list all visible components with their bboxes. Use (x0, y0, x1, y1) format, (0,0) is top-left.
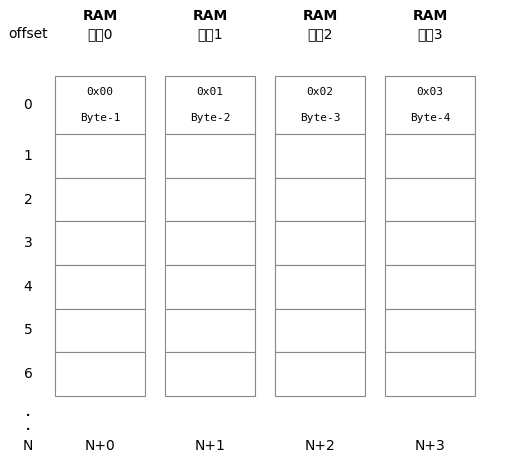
Text: 3: 3 (23, 236, 32, 250)
Bar (55, 221, 145, 265)
Text: Byte-2: Byte-2 (189, 113, 230, 123)
Text: RAM: RAM (302, 9, 337, 23)
Bar (165, 221, 254, 265)
Text: 0: 0 (23, 98, 32, 112)
Bar (165, 178, 254, 221)
Text: 6: 6 (23, 367, 33, 381)
Bar (165, 352, 254, 396)
Bar (55, 352, 145, 396)
Text: N+3: N+3 (414, 439, 444, 453)
Bar (274, 308, 364, 352)
Text: 4: 4 (23, 280, 32, 294)
Text: RAM: RAM (82, 9, 118, 23)
Bar (55, 265, 145, 308)
Text: 0x01: 0x01 (196, 87, 223, 97)
Text: 芯片3: 芯片3 (416, 27, 442, 41)
Bar (274, 221, 364, 265)
Text: 0x00: 0x00 (87, 87, 114, 97)
Bar (165, 265, 254, 308)
Text: 5: 5 (23, 323, 32, 337)
Bar (274, 265, 364, 308)
Text: 芯片1: 芯片1 (197, 27, 222, 41)
Bar (384, 265, 474, 308)
Text: RAM: RAM (412, 9, 447, 23)
Bar (274, 76, 364, 134)
Text: .: . (25, 416, 31, 434)
Text: offset: offset (8, 27, 48, 41)
Bar (165, 76, 254, 134)
Bar (55, 178, 145, 221)
Bar (55, 76, 145, 134)
Bar (384, 308, 474, 352)
Text: N+0: N+0 (84, 439, 115, 453)
Bar (384, 178, 474, 221)
Text: Byte-3: Byte-3 (299, 113, 340, 123)
Text: N+1: N+1 (194, 439, 225, 453)
Bar (274, 134, 364, 178)
Text: 芯片2: 芯片2 (306, 27, 332, 41)
Bar (384, 352, 474, 396)
Text: N: N (23, 439, 33, 453)
Bar (165, 308, 254, 352)
Text: N+2: N+2 (304, 439, 335, 453)
Text: 0x02: 0x02 (306, 87, 333, 97)
Bar (384, 221, 474, 265)
Bar (384, 76, 474, 134)
Text: RAM: RAM (192, 9, 227, 23)
Bar (274, 352, 364, 396)
Text: Byte-1: Byte-1 (79, 113, 120, 123)
Bar (55, 134, 145, 178)
Text: 0x03: 0x03 (416, 87, 443, 97)
Text: 1: 1 (23, 149, 33, 163)
Text: Byte-4: Byte-4 (409, 113, 449, 123)
Bar (55, 308, 145, 352)
Bar (384, 134, 474, 178)
Text: 2: 2 (23, 192, 32, 206)
Text: 芯片0: 芯片0 (87, 27, 112, 41)
Text: .: . (25, 402, 31, 420)
Bar (165, 134, 254, 178)
Bar (274, 178, 364, 221)
